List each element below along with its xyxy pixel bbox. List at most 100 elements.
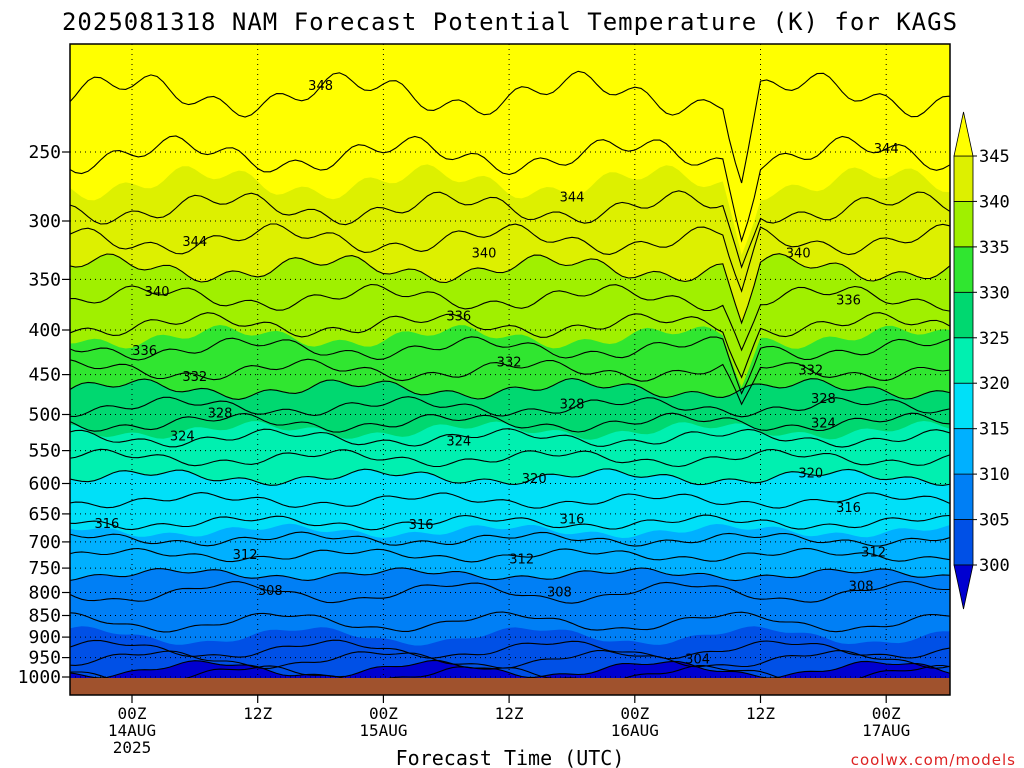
contour-label: 308 (547, 586, 572, 601)
contour-label: 332 (497, 356, 522, 371)
colorbar-label: 335 (979, 238, 1010, 258)
x-tick-label: 16AUG (611, 721, 659, 740)
y-tick-label: 300 (28, 211, 61, 232)
contour-label: 336 (132, 344, 157, 359)
x-tick-label: 12Z (746, 704, 775, 723)
contour-label-text: 324 (170, 430, 195, 445)
contour-line-314 (70, 531, 950, 547)
contour-label-text: 308 (258, 584, 283, 599)
contour-label: 344 (182, 235, 207, 250)
contour-label: 308 (258, 584, 283, 599)
contour-label-text: 336 (446, 310, 471, 325)
contour-label-text: 324 (446, 435, 471, 450)
contour-label: 320 (522, 472, 547, 487)
contour-line-340 (70, 253, 950, 325)
contour-label-text: 344 (560, 191, 585, 206)
contour-label-text: 336 (132, 344, 157, 359)
contour-line-330 (70, 377, 950, 400)
contour-line-344 (70, 190, 950, 269)
y-tick-label: 1000 (18, 667, 61, 688)
contour-label-text: 340 (472, 247, 497, 262)
grid-lines (70, 44, 950, 695)
y-tick-label: 350 (28, 269, 61, 290)
colorbar-label: 310 (979, 465, 1010, 485)
x-tick-label: 15AUG (359, 721, 407, 740)
contour-label: 348 (308, 79, 333, 94)
contour-line-312 (70, 547, 950, 563)
x-tick-label: 00Z (872, 704, 901, 723)
y-tick-label: 800 (28, 583, 61, 604)
y-tick-label: 750 (28, 558, 61, 579)
contour-label-text: 316 (409, 518, 434, 533)
contour-label: 324 (811, 417, 836, 432)
contour-label-text: 304 (685, 653, 710, 668)
contour-label: 324 (170, 430, 195, 445)
colorbar-extend-top (953, 111, 974, 157)
credit-text: coolwx.com/models (851, 751, 1016, 768)
contour-label: 308 (849, 579, 874, 594)
colorbar-label: 305 (979, 511, 1010, 531)
contour-line-334 (70, 336, 950, 395)
y-tick-label: 950 (28, 648, 61, 669)
colorbar-box (953, 382, 974, 430)
contour-label-text: 316 (836, 501, 861, 516)
colorbar-label: 315 (979, 420, 1010, 440)
contour-label: 344 (874, 142, 899, 157)
contour-label-text: 316 (94, 517, 119, 532)
contour-label: 340 (145, 285, 170, 300)
colorbar-box (953, 291, 974, 339)
contour-label: 332 (798, 363, 823, 378)
contour-label-text: 308 (547, 586, 572, 601)
contour-line-326 (70, 412, 950, 433)
contour-line-324 (70, 428, 950, 448)
y-tick-label: 650 (28, 504, 61, 525)
plot-area: 348 344 344 344 340 340 340 336 336 336 332 332 332 3… (70, 44, 950, 695)
contour-line-308 (70, 580, 950, 604)
contour-label-text: 332 (497, 356, 522, 371)
contour-line-310 (70, 567, 950, 582)
contour-label: 324 (446, 435, 471, 450)
contour-label-text: 344 (182, 235, 207, 250)
contour-label-text: 340 (786, 247, 811, 262)
colorbar-extend-bottom (953, 564, 974, 610)
colorbar-box (953, 155, 974, 202)
y-tick-label: 900 (28, 627, 61, 648)
contour-label-text: 332 (798, 363, 823, 378)
colorbar-box (953, 473, 974, 520)
contour-label-text: 340 (145, 285, 170, 300)
contour-lines (70, 70, 950, 683)
colorbar-label: 320 (979, 374, 1010, 394)
contour-line-348 (70, 70, 950, 184)
contour-label: 316 (560, 513, 585, 528)
contour-line-316 (70, 514, 950, 531)
colorbar-label: 325 (979, 329, 1010, 349)
contour-line-346 (70, 135, 950, 243)
contour-label: 344 (560, 191, 585, 206)
contour-label: 336 (446, 310, 471, 325)
x-tick-label: 00Z (369, 704, 398, 723)
x-axis-label: Forecast Time (UTC) (396, 746, 625, 768)
contour-label: 328 (811, 392, 836, 407)
contour-line-338 (70, 283, 950, 352)
contour-label: 336 (836, 294, 861, 309)
contour-line-320 (70, 468, 950, 486)
contour-label-text: 328 (208, 407, 233, 422)
x-tick-label: 12Z (495, 704, 524, 723)
contour-line-336 (70, 312, 950, 379)
contour-label: 316 (409, 518, 434, 533)
y-tick-label: 700 (28, 532, 61, 553)
contour-label-text: 328 (560, 398, 585, 413)
colorbar-label: 340 (979, 192, 1010, 212)
contour-label-text: 348 (308, 79, 333, 94)
contour-label-text: 312 (861, 546, 886, 561)
colorbar-box (953, 519, 974, 566)
y-tick-label: 550 (28, 441, 61, 462)
contour-line-302 (70, 650, 950, 670)
color-bands (70, 164, 950, 695)
contour-line-304 (70, 639, 950, 660)
contour-label-text: 324 (811, 417, 836, 432)
contour-label: 320 (798, 466, 823, 481)
contour-label: 312 (861, 546, 886, 561)
y-tick-label: 400 (28, 320, 61, 341)
